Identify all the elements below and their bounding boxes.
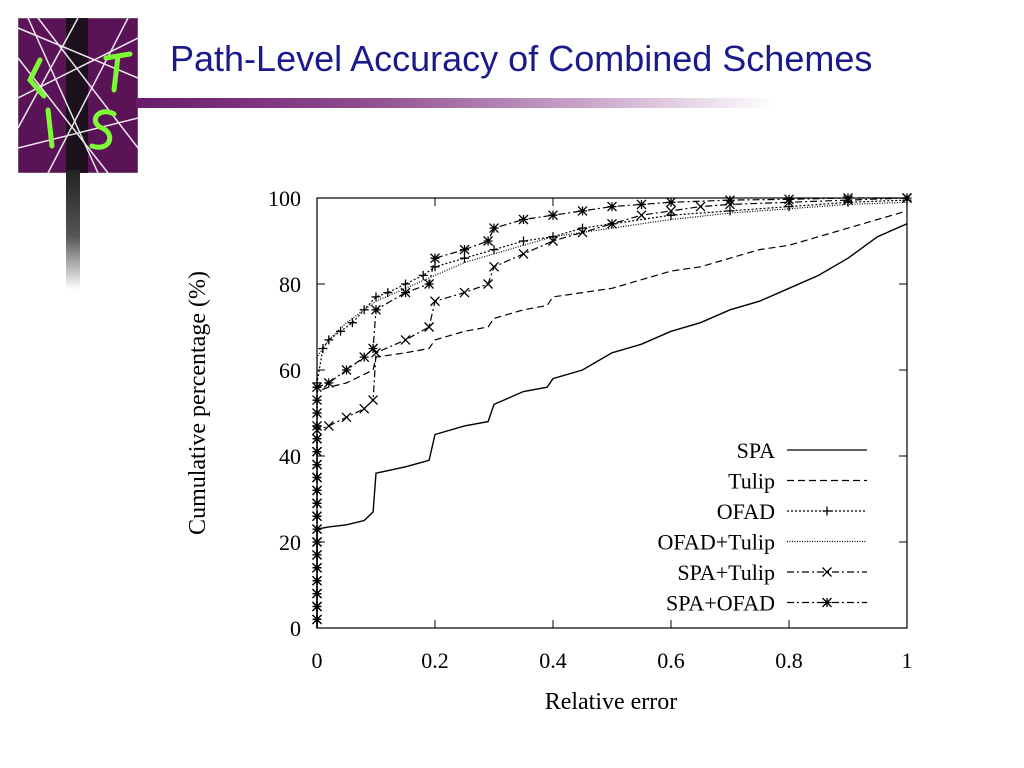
legend-label: SPA <box>737 438 775 463</box>
x-marker <box>577 227 588 238</box>
x-tick-label: 0.2 <box>421 648 449 673</box>
lst-logo-icon <box>18 18 138 173</box>
y-axis-label: Cumulative percentage (%) <box>185 271 211 535</box>
star-marker <box>371 304 381 315</box>
x-marker <box>518 248 529 259</box>
x-marker <box>607 218 617 229</box>
x-marker <box>368 395 379 406</box>
cdf-chart: 0 0.2 0.4 0.6 0.8 1 0 20 40 60 80 100 Cumulative pe… <box>175 178 927 723</box>
y-tick-label: 60 <box>279 358 301 383</box>
star-marker <box>577 205 588 216</box>
series-ofad-plus-tulip <box>316 201 908 628</box>
star-marker <box>424 279 435 289</box>
x-marker <box>483 279 494 289</box>
x-marker <box>636 210 647 221</box>
star-marker <box>489 223 499 234</box>
plus-marker <box>401 279 410 289</box>
plus-marker <box>430 262 440 272</box>
plus-marker <box>578 223 587 233</box>
plot-frame <box>316 197 908 629</box>
plus-marker <box>548 232 558 242</box>
x-marker <box>400 334 411 345</box>
star-marker <box>725 195 735 206</box>
plus-marker <box>822 506 832 516</box>
x-marker <box>666 205 676 216</box>
x-marker <box>548 236 558 246</box>
series-line <box>316 197 908 628</box>
plus-marker <box>666 210 676 220</box>
star-marker <box>518 214 529 225</box>
star-marker <box>483 236 494 246</box>
series-line <box>316 223 908 628</box>
x-tick-label: 1 <box>902 648 913 673</box>
star-marker <box>636 199 647 210</box>
legend-label: OFAD+Tulip <box>657 530 775 555</box>
series-spa <box>316 223 908 628</box>
plus-marker <box>418 270 428 280</box>
legend-label: SPA+Tulip <box>677 560 775 585</box>
axes: 0 0.2 0.4 0.6 0.8 1 0 20 40 60 80 100 <box>268 186 913 673</box>
star-marker <box>368 343 379 354</box>
legend-label: OFAD <box>717 499 775 524</box>
series-line <box>316 210 908 628</box>
x-axis-label: Relative error <box>545 689 678 715</box>
plus-marker <box>371 292 381 302</box>
slide-title: Path-Level Accuracy of Combined Schemes <box>170 38 873 79</box>
plus-marker <box>489 245 499 255</box>
star-marker <box>822 597 832 608</box>
star-marker <box>341 365 352 375</box>
y-tick-label: 20 <box>279 530 301 555</box>
x-marker <box>341 412 352 423</box>
x-marker <box>489 261 499 272</box>
star-marker <box>359 352 370 363</box>
x-marker <box>430 296 440 307</box>
x-marker <box>359 403 370 414</box>
plus-marker <box>460 253 469 263</box>
x-marker <box>323 420 334 431</box>
plus-marker <box>318 344 328 353</box>
series-line <box>316 197 907 628</box>
y-tick-label: 40 <box>279 444 301 469</box>
x-marker <box>459 287 470 298</box>
x-marker <box>424 322 435 332</box>
chart-container: 0 0.2 0.4 0.6 0.8 1 0 20 40 60 80 100 Cumulative pe… <box>175 178 927 723</box>
legend-label: SPA+OFAD <box>666 591 775 616</box>
star-marker <box>548 210 558 221</box>
y-tick-label: 100 <box>268 186 301 211</box>
x-tick-label: 0.4 <box>539 648 567 673</box>
title-accent-bar <box>136 98 776 108</box>
series-tulip <box>316 210 908 628</box>
x-tick-label: 0 <box>312 648 323 673</box>
x-marker <box>695 201 706 212</box>
x-tick-label: 0.8 <box>775 648 803 673</box>
y-tick-label: 80 <box>279 272 301 297</box>
x-tick-label: 0.6 <box>657 648 685 673</box>
star-marker <box>430 253 440 264</box>
star-marker <box>400 287 411 298</box>
y-tick-label: 0 <box>290 616 301 641</box>
plus-marker <box>519 236 528 246</box>
logo-post <box>66 170 80 290</box>
star-marker <box>323 377 334 388</box>
legend: SPA Tulip OFAD OFAD+Tulip SPA+Tulip SPA+OFAD <box>657 438 867 616</box>
x-marker <box>822 567 832 577</box>
star-marker <box>459 244 470 255</box>
star-marker <box>607 201 617 212</box>
plus-marker <box>324 335 334 345</box>
plus-marker <box>347 318 357 328</box>
series-line <box>316 201 908 628</box>
plus-marker <box>725 206 735 216</box>
legend-label: Tulip <box>728 469 775 494</box>
